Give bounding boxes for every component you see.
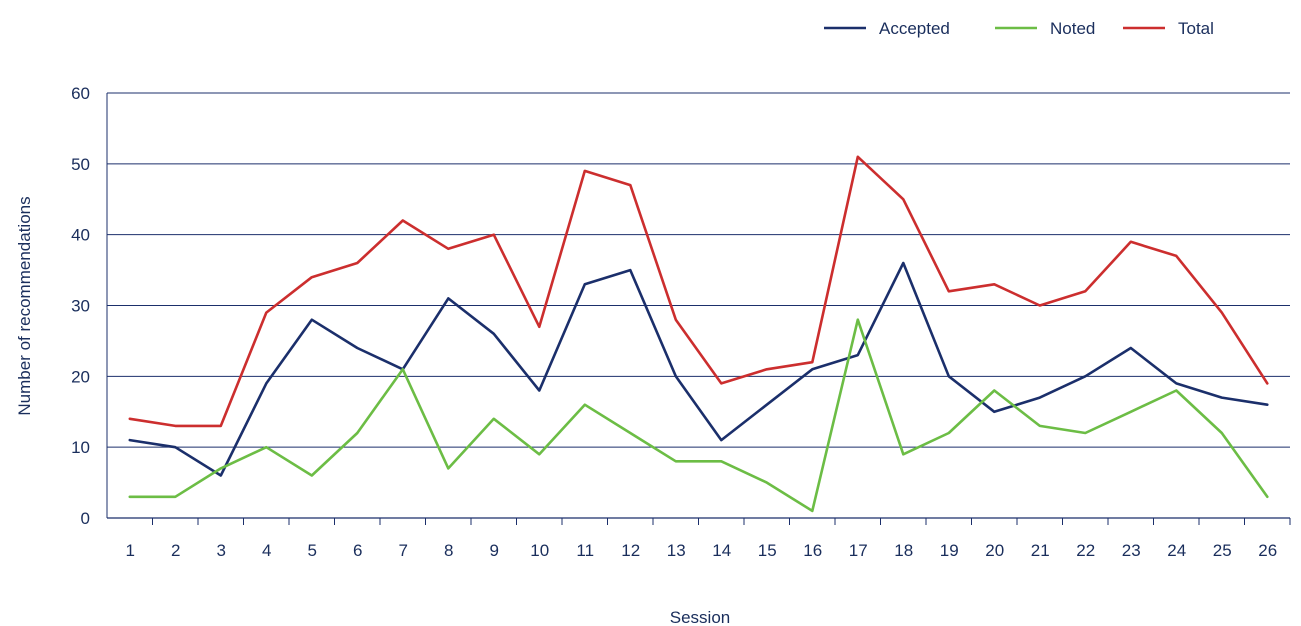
y-tick-label: 0 xyxy=(81,509,90,528)
series-line-noted xyxy=(128,318,1269,513)
legend-label-accepted: Accepted xyxy=(879,19,950,38)
legend-label-total: Total xyxy=(1178,19,1214,38)
x-tick-label: 20 xyxy=(985,541,1004,560)
x-tick-label: 10 xyxy=(530,541,549,560)
legend: Accepted Noted Total xyxy=(824,19,1214,38)
x-tick-label: 16 xyxy=(803,541,822,560)
x-tick-label: 24 xyxy=(1167,541,1186,560)
y-tick-label: 40 xyxy=(71,226,90,245)
x-tick-label: 26 xyxy=(1258,541,1277,560)
x-tick-label: 12 xyxy=(621,541,640,560)
x-tick-label: 22 xyxy=(1076,541,1095,560)
y-tick-label: 50 xyxy=(71,155,90,174)
y-tick-label: 30 xyxy=(71,297,90,316)
y-tick-label: 10 xyxy=(71,438,90,457)
gridlines xyxy=(107,92,1290,448)
x-tick-label: 11 xyxy=(576,541,594,560)
x-tick-label: 8 xyxy=(444,541,453,560)
x-tick-label: 21 xyxy=(1031,541,1050,560)
x-tick-label: 1 xyxy=(126,541,135,560)
x-tick-label: 7 xyxy=(399,541,408,560)
x-tick-label: 5 xyxy=(308,541,317,560)
x-tick-label: 23 xyxy=(1122,541,1141,560)
series-line-accepted xyxy=(128,261,1269,477)
y-tick-label: 20 xyxy=(71,367,90,386)
x-tick-label: 18 xyxy=(894,541,913,560)
legend-label-noted: Noted xyxy=(1050,19,1095,38)
x-tick-label: 6 xyxy=(353,541,362,560)
series-lines xyxy=(128,155,1269,513)
x-tick-label: 3 xyxy=(217,541,226,560)
x-tick-label: 13 xyxy=(667,541,686,560)
y-tick-labels: 0 10 20 30 40 50 60 xyxy=(71,84,90,528)
x-tick-label: 15 xyxy=(758,541,777,560)
x-tick-label: 9 xyxy=(490,541,499,560)
x-tick-label: 19 xyxy=(940,541,959,560)
x-tick-label: 4 xyxy=(262,541,271,560)
x-tick-label: 2 xyxy=(171,541,180,560)
axes xyxy=(106,93,1291,525)
x-axis-label: Session xyxy=(670,608,730,626)
x-tick-label: 17 xyxy=(849,541,868,560)
series-line-total xyxy=(128,155,1269,428)
x-tick-label: 25 xyxy=(1213,541,1232,560)
x-tick-label: 14 xyxy=(712,541,731,560)
y-tick-label: 60 xyxy=(71,84,90,103)
y-axis-label: Number of recommendations xyxy=(15,196,34,415)
x-tick-labels: 1 2 3 4 5 6 7 8 9 10 11 12 13 14 15 16 17 18 19 20 21 22 23 24 2… xyxy=(126,541,1278,560)
